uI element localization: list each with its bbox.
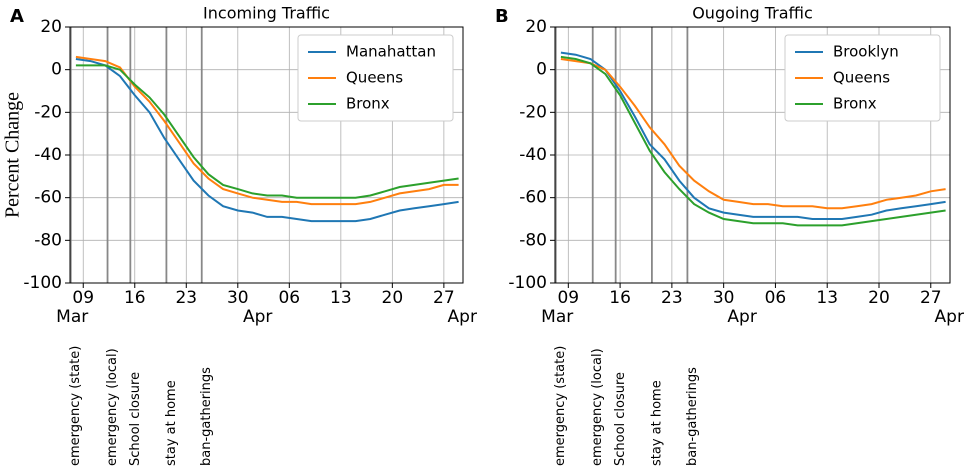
event-label: ban-gatherings [199, 367, 214, 466]
month-label: Apr [448, 307, 477, 327]
event-label: emergency (local) [590, 348, 605, 466]
plot-frame [554, 26, 951, 284]
x-tick-label: 16 [124, 288, 146, 308]
month-label: Apr [727, 307, 756, 327]
x-tick-label: 30 [713, 288, 735, 308]
y-tick-label: 0 [51, 60, 62, 80]
event-label: emergency (local) [105, 348, 120, 466]
y-tick-label: -20 [34, 102, 62, 122]
series-line [560, 58, 946, 210]
y-tick-label: -100 [508, 273, 547, 293]
series-line [560, 51, 946, 220]
legend-box [784, 34, 941, 122]
series-line [75, 55, 459, 206]
event-label: ban-gatherings [685, 367, 700, 466]
chart-title: Ougoing Traffic [692, 4, 813, 23]
x-tick-label: 27 [433, 288, 455, 308]
x-tick-label: 23 [175, 288, 197, 308]
legend-box [297, 34, 454, 122]
y-tick-label: -80 [34, 230, 62, 250]
event-label: emergency (state) [68, 346, 83, 466]
panel-label: B [495, 6, 509, 27]
series-line [560, 55, 946, 227]
y-tick-label: 20 [40, 17, 62, 37]
y-tick-label: -20 [519, 102, 547, 122]
y-tick-label: -60 [519, 188, 547, 208]
x-tick-label: 13 [330, 288, 352, 308]
x-tick-label: 20 [382, 288, 404, 308]
y-tick-label: -40 [519, 145, 547, 165]
month-label: Apr [243, 307, 272, 327]
x-tick-label: 27 [920, 288, 942, 308]
legend-label: Bronx [346, 95, 390, 113]
x-tick-label: 20 [868, 288, 890, 308]
series-line [75, 64, 459, 199]
legend-label: Queens [346, 69, 403, 87]
legend-label: Queens [833, 69, 890, 87]
x-tick-label: 06 [278, 288, 300, 308]
chart-title: Incoming Traffic [203, 4, 330, 23]
legend-label: Manahattan [346, 43, 436, 61]
month-label: Mar [541, 307, 573, 327]
y-tick-label: -40 [34, 145, 62, 165]
y-tick-label: -80 [519, 230, 547, 250]
event-label: School closure [128, 372, 143, 466]
panel-label: A [10, 6, 24, 27]
x-tick-label: 16 [609, 288, 631, 308]
month-label: Apr [935, 307, 964, 327]
x-tick-label: 09 [557, 288, 579, 308]
x-tick-label: 09 [72, 288, 94, 308]
y-tick-label: -60 [34, 188, 62, 208]
legend-label: Bronx [833, 95, 877, 113]
event-label: stay at home [649, 380, 664, 466]
y-tick-label: 20 [525, 17, 547, 37]
month-label: Mar [56, 307, 88, 327]
event-label: emergency (state) [553, 346, 568, 466]
x-tick-label: 06 [765, 288, 787, 308]
event-label: stay at home [164, 380, 179, 466]
x-tick-label: 30 [227, 288, 249, 308]
event-label: School closure [613, 372, 628, 466]
y-tick-label: 0 [536, 60, 547, 80]
legend-label: Brooklyn [833, 43, 899, 61]
x-tick-label: 23 [661, 288, 683, 308]
y-tick-label: -100 [23, 273, 62, 293]
series-line [75, 58, 459, 223]
y-axis-label: Percent Change [2, 92, 24, 218]
x-tick-label: 13 [816, 288, 838, 308]
plot-frame [69, 26, 464, 284]
